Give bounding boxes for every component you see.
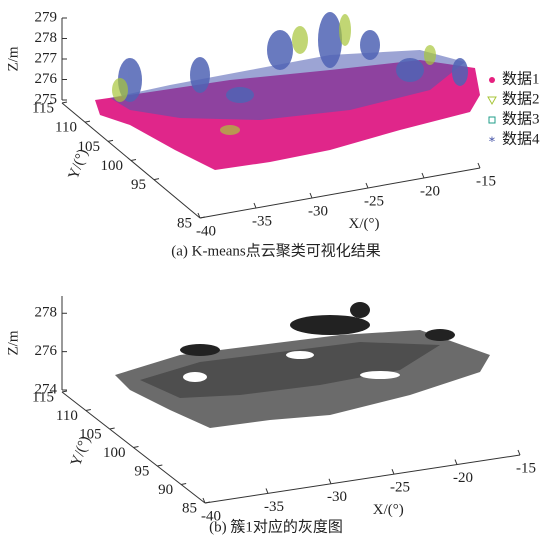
legend-label: 数据3 [502,110,540,127]
y-axis-title: Y/(°) [66,147,92,182]
grayscale-cloud [115,302,490,428]
caption: (a) K-means点云聚类可视化结果 [171,242,381,259]
y-tick [181,484,186,485]
x-axis-title: X/(°) [373,502,404,518]
z-tick-label: 278 [35,305,58,321]
y-tick-label: 100 [101,158,124,174]
y-tick [157,465,162,466]
y-tick [108,140,113,141]
y-tick-label: 85 [182,500,197,516]
x-tick-label: -20 [453,470,473,486]
x-tick [518,450,520,455]
legend-marker [489,77,495,83]
y-tick-label: 110 [55,120,77,136]
y-tick-label: 95 [131,177,146,193]
y-tick [110,428,115,429]
z-tick-label: 277 [35,50,58,66]
x-tick-label: -15 [476,173,496,189]
legend-marker [489,117,495,123]
point-cloud [95,12,480,170]
y-axis-title: Y/(°) [68,434,94,469]
x-tick [266,488,268,493]
x-tick-label: -35 [252,213,272,229]
y-tick [62,391,67,392]
y-tick [86,410,91,411]
z-tick-label: 278 [35,30,58,46]
x-tick [455,460,457,465]
x-tick-label: -30 [308,203,328,219]
x-tick-label: -25 [390,480,410,496]
z-tick-label: 276 [35,343,58,359]
x-tick [254,203,256,208]
x-tick-label: -20 [420,183,440,199]
x-tick-label: -25 [364,193,384,209]
legend-label: 数据4 [502,130,540,147]
y-tick-label: 115 [32,389,54,405]
x-tick-label: -35 [264,499,284,515]
x-axis-title: X/(°) [349,216,380,232]
legend-label: 数据2 [502,90,540,107]
y-tick-label: 110 [56,408,78,424]
x-tick [329,479,331,484]
y-tick-label: 115 [32,100,54,116]
x-tick [392,469,394,474]
legend-marker [488,97,496,104]
z-axis-title: Z/m [5,330,21,355]
legend-marker: ∗ [488,132,496,146]
x-tick-label: -15 [516,460,536,476]
y-tick-label: 90 [158,482,173,498]
x-tick [366,183,368,188]
y-tick [85,121,90,122]
y-tick [134,447,139,448]
y-tick-label: 100 [103,445,126,461]
y-tick [200,217,205,218]
x-tick-label: -40 [196,223,216,239]
x-tick-label: -30 [327,489,347,505]
legend-label: 数据1 [502,70,540,87]
z-tick-label: 279 [35,9,58,25]
z-tick-label: 276 [35,71,58,87]
y-tick-label: 95 [134,463,149,479]
x-tick [478,163,480,168]
y-tick-label: 85 [177,215,192,231]
z-axis-title: Z/m [5,46,21,71]
y-tick [131,160,136,161]
y-tick [62,102,67,103]
x-tick [422,173,424,178]
x-tick [310,193,312,198]
figure: 2752762772782798595100105110115-40-35-30… [0,0,552,544]
y-tick [154,179,159,180]
caption: (b) 簇1对应的灰度图 [209,517,343,535]
